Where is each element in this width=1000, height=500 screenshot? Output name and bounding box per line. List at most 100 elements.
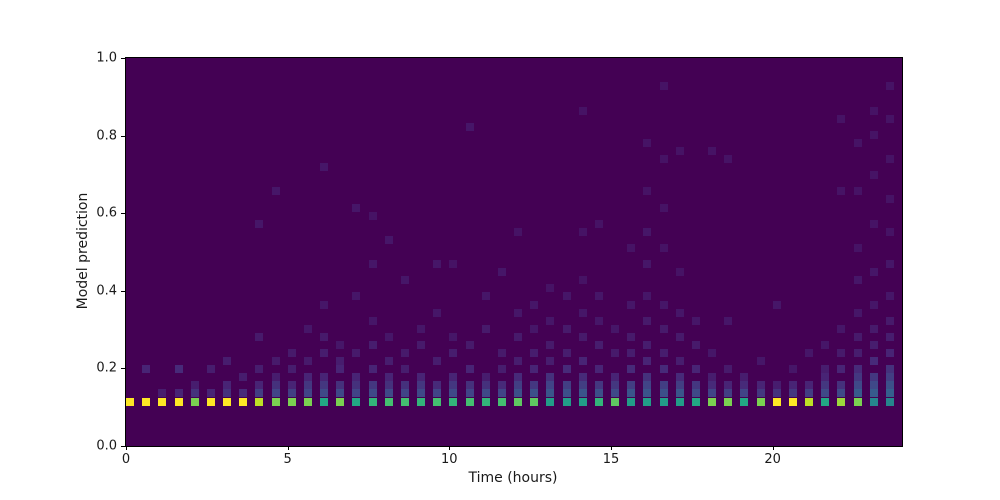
heatmap-cell xyxy=(303,397,312,406)
heatmap-cell xyxy=(514,389,523,398)
heatmap-cell xyxy=(223,397,232,406)
heatmap-cell xyxy=(821,397,830,406)
heatmap-cell xyxy=(724,389,733,398)
heatmap-cell xyxy=(708,349,717,358)
heatmap-cell xyxy=(352,292,361,301)
heatmap-cell xyxy=(643,340,652,349)
heatmap-cell xyxy=(223,381,232,390)
heatmap-cell xyxy=(578,397,587,406)
y-tick-mark xyxy=(121,290,125,292)
heatmap-cell xyxy=(239,397,248,406)
heatmap-cell xyxy=(206,389,215,398)
y-axis-label: Model prediction xyxy=(75,192,91,310)
heatmap-cell xyxy=(885,292,894,301)
heatmap-cell xyxy=(368,316,377,325)
heatmap-cell xyxy=(708,389,717,398)
heatmap-cell xyxy=(271,397,280,406)
heatmap-cell xyxy=(869,397,878,406)
heatmap-cell xyxy=(514,308,523,317)
heatmap-cell xyxy=(869,381,878,390)
heatmap-cell xyxy=(336,389,345,398)
heatmap-cell xyxy=(691,397,700,406)
heatmap-cell xyxy=(352,373,361,382)
heatmap-cell xyxy=(853,138,862,147)
heatmap-cell xyxy=(465,365,474,374)
heatmap-cell xyxy=(724,155,733,164)
heatmap-cell xyxy=(481,292,490,301)
heatmap-cell xyxy=(352,349,361,358)
y-tick-mark xyxy=(121,213,125,215)
heatmap-cell xyxy=(788,365,797,374)
heatmap-cell xyxy=(853,373,862,382)
heatmap-cell xyxy=(659,300,668,309)
heatmap-cell xyxy=(417,397,426,406)
heatmap-cell xyxy=(643,187,652,196)
heatmap-cell xyxy=(255,389,264,398)
heatmap-cell xyxy=(837,187,846,196)
heatmap-cell xyxy=(837,397,846,406)
heatmap-cell xyxy=(578,276,587,285)
heatmap-cell xyxy=(190,389,199,398)
heatmap-cell xyxy=(578,227,587,236)
heatmap-cell xyxy=(449,381,458,390)
heatmap-cell xyxy=(627,389,636,398)
heatmap-cell xyxy=(384,332,393,341)
heatmap-cell xyxy=(869,130,878,139)
heatmap-cell xyxy=(433,260,442,269)
heatmap-cell xyxy=(724,397,733,406)
heatmap-cell xyxy=(659,82,668,91)
heatmap-cell xyxy=(255,381,264,390)
heatmap-cell xyxy=(497,349,506,358)
heatmap-cell xyxy=(530,324,539,333)
y-tick-label: 1.0 xyxy=(96,50,117,66)
heatmap-cell xyxy=(788,381,797,390)
heatmap-cell xyxy=(885,195,894,204)
heatmap-cell xyxy=(481,373,490,382)
heatmap-cell xyxy=(562,292,571,301)
heatmap-cell xyxy=(869,357,878,366)
heatmap-cell xyxy=(611,381,620,390)
heatmap-cell xyxy=(562,381,571,390)
heatmap-cell xyxy=(320,373,329,382)
heatmap-plot-area xyxy=(125,57,903,447)
heatmap-cell xyxy=(530,349,539,358)
x-tick-mark xyxy=(126,446,127,450)
heatmap-cell xyxy=(691,340,700,349)
heatmap-cell xyxy=(303,324,312,333)
heatmap-cell xyxy=(594,365,603,374)
heatmap-cell xyxy=(271,381,280,390)
heatmap-cell xyxy=(433,389,442,398)
x-axis-label: Time (hours) xyxy=(468,470,558,486)
heatmap-cell xyxy=(724,381,733,390)
heatmap-cell xyxy=(853,397,862,406)
heatmap-cell xyxy=(627,332,636,341)
heatmap-cell xyxy=(142,397,151,406)
heatmap-cell xyxy=(320,389,329,398)
heatmap-cell xyxy=(643,138,652,147)
heatmap-cell xyxy=(675,373,684,382)
heatmap-cell xyxy=(772,381,781,390)
heatmap-cell xyxy=(497,381,506,390)
heatmap-cell xyxy=(675,397,684,406)
heatmap-cell xyxy=(465,122,474,131)
heatmap-cell xyxy=(869,324,878,333)
heatmap-cell xyxy=(740,373,749,382)
heatmap-cell xyxy=(530,397,539,406)
x-tick-label: 5 xyxy=(283,452,292,467)
heatmap-cell xyxy=(465,340,474,349)
heatmap-cell xyxy=(885,389,894,398)
heatmap-cell xyxy=(433,397,442,406)
heatmap-cell xyxy=(869,219,878,228)
heatmap-cell xyxy=(740,397,749,406)
heatmap-cell xyxy=(530,365,539,374)
heatmap-cell xyxy=(174,397,183,406)
heatmap-cell xyxy=(400,381,409,390)
heatmap-cell xyxy=(611,349,620,358)
heatmap-cell xyxy=(433,308,442,317)
heatmap-cell xyxy=(514,332,523,341)
heatmap-cell xyxy=(594,381,603,390)
heatmap-cell xyxy=(659,324,668,333)
heatmap-cell xyxy=(837,389,846,398)
heatmap-cell xyxy=(481,324,490,333)
heatmap-cell xyxy=(756,357,765,366)
